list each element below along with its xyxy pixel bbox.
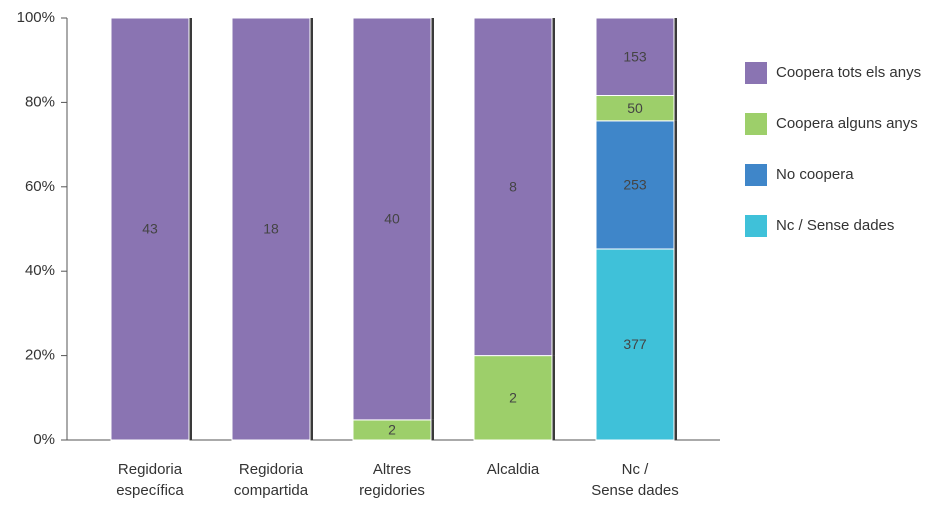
data-label: 2 <box>509 390 517 406</box>
x-tick-label: Regidoria <box>239 461 304 478</box>
legend-swatch <box>745 215 767 237</box>
data-label: 43 <box>142 221 158 237</box>
data-label: 253 <box>623 177 647 193</box>
x-tick-label: compartida <box>234 482 309 499</box>
bar-segment <box>231 17 311 441</box>
y-tick-label: 100% <box>17 9 55 26</box>
x-tick-label: Alcaldia <box>487 461 540 478</box>
bar-segment <box>473 355 553 441</box>
legend-label: No coopera <box>776 166 854 183</box>
legend-label: Coopera tots els anys <box>776 64 921 81</box>
bar-segment <box>595 17 675 97</box>
y-tick-label: 40% <box>25 262 55 279</box>
data-label: 8 <box>509 179 517 195</box>
y-tick-label: 80% <box>25 93 55 110</box>
legend-label: Coopera alguns anys <box>776 115 918 132</box>
x-tick-label: regidories <box>359 482 425 499</box>
y-tick-label: 20% <box>25 347 55 364</box>
legend-swatch <box>745 164 767 186</box>
x-tick-label: Regidoria <box>118 461 183 478</box>
x-tick-label: Altres <box>373 461 411 478</box>
bar-segment <box>110 17 190 441</box>
data-label: 40 <box>384 211 400 227</box>
legend-swatch <box>745 113 767 135</box>
bar-segment <box>595 95 675 122</box>
legend-swatch <box>745 62 767 84</box>
y-tick-label: 60% <box>25 178 55 195</box>
data-label: 377 <box>623 336 647 352</box>
data-label: 18 <box>263 221 279 237</box>
data-label: 50 <box>627 100 643 116</box>
x-tick-label: específica <box>116 482 184 499</box>
legend-label: Nc / Sense dades <box>776 217 894 234</box>
bar-segment <box>473 17 553 357</box>
x-tick-label: Sense dades <box>591 482 679 499</box>
y-tick-label: 0% <box>33 431 55 448</box>
bar-segment <box>352 17 432 421</box>
data-label: 2 <box>388 422 396 438</box>
x-tick-label: Nc / <box>622 461 650 478</box>
bar-segment <box>595 120 675 250</box>
data-label: 153 <box>623 48 647 64</box>
